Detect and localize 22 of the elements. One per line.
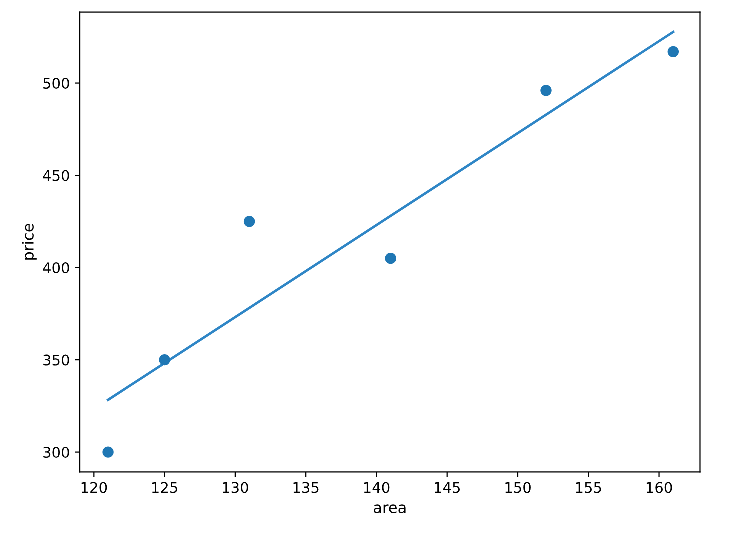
x-tick-label: 125 (152, 482, 178, 494)
x-tick-label: 145 (435, 482, 460, 494)
point (668, 46, 680, 58)
point (159, 354, 170, 366)
y-tick-label: 500 (44, 78, 70, 90)
y-tick-label: 350 (44, 354, 70, 366)
x-tick-label: 120 (82, 482, 108, 494)
x-tick-label: 140 (364, 482, 390, 494)
x-tick-label: 155 (576, 482, 602, 494)
x-axis-title: area (374, 504, 406, 514)
x-tick-label: 150 (506, 482, 531, 494)
y-tick-label: 300 (44, 447, 70, 458)
point (102, 446, 114, 458)
y-tick-label: 450 (43, 170, 70, 182)
y-axis-title: price (22, 224, 37, 260)
point (540, 85, 552, 96)
point (244, 216, 256, 228)
x-tick-label: 130 (223, 482, 248, 494)
y-tick-label: 400 (43, 262, 70, 274)
x-tick-label: 160 (646, 482, 672, 494)
x-tick-label: 135 (294, 482, 319, 494)
point (385, 252, 396, 264)
